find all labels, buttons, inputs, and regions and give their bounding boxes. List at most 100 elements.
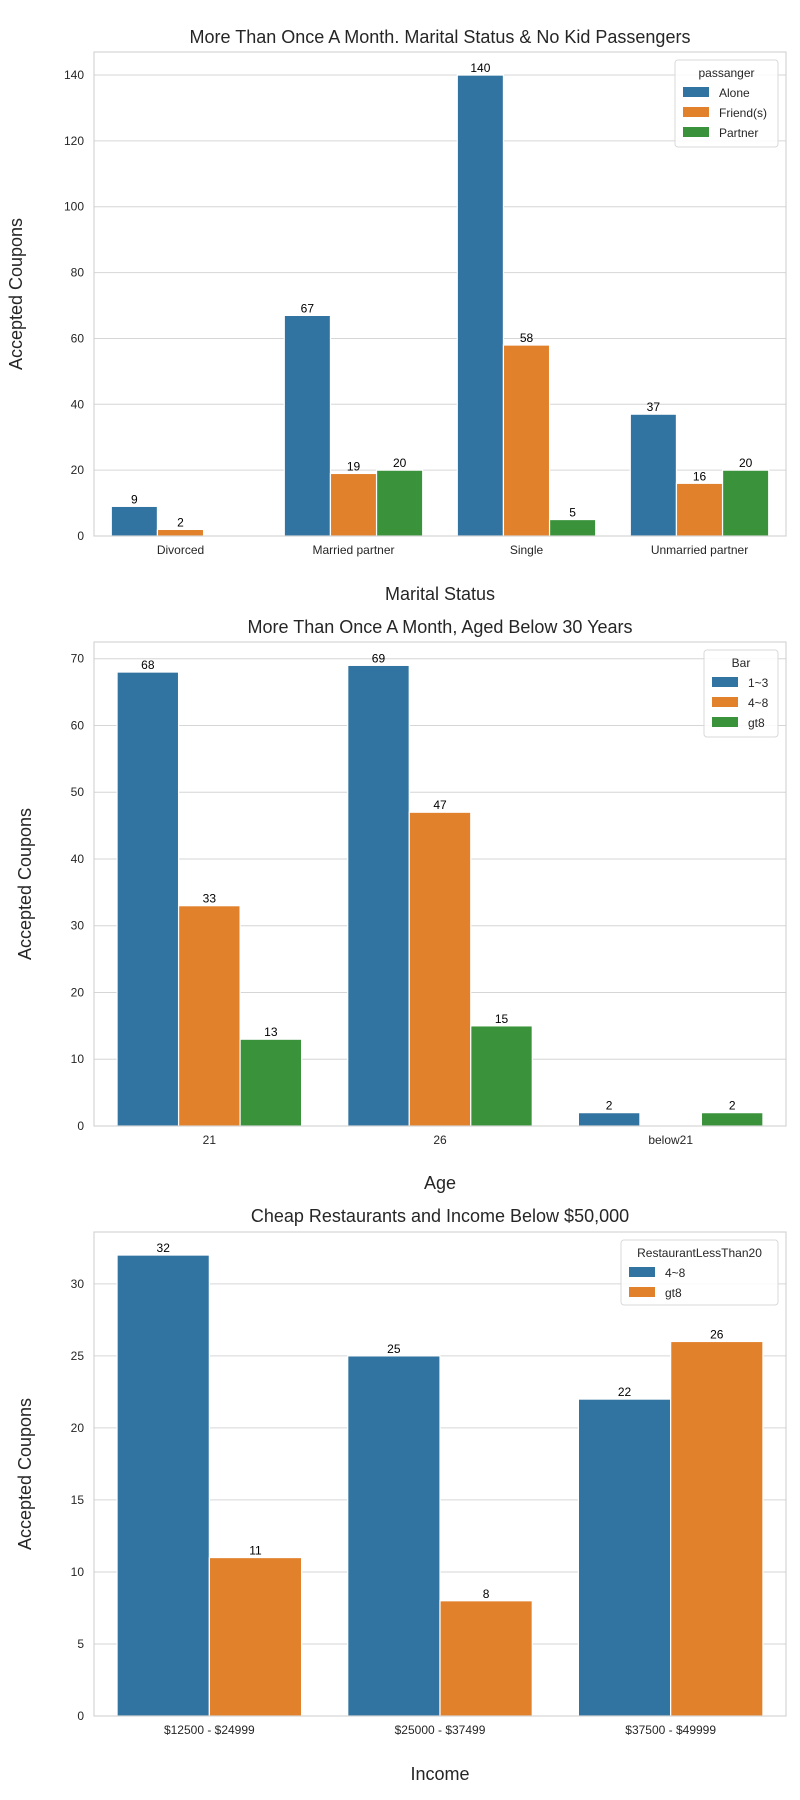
- legend-box: [620, 1239, 779, 1306]
- y-tick-label: 0: [77, 529, 84, 543]
- bar: [629, 413, 678, 537]
- data-label: 5: [569, 506, 576, 520]
- chart-title: More Than Once A Month, Aged Below 30 Ye…: [248, 617, 633, 637]
- data-label: 32: [157, 1241, 171, 1255]
- y-tick-label: 20: [71, 463, 85, 477]
- y-tick-label: 30: [71, 1277, 85, 1291]
- legend-label: Partner: [719, 126, 758, 140]
- chart-3: 0 5 10 15 20 25 30 32 11 $12500 - $24999 25 8 $25000…: [15, 1206, 787, 1784]
- bar: [156, 528, 205, 537]
- bar: [347, 1355, 441, 1717]
- data-label: 20: [739, 456, 753, 470]
- y-tick-label: 40: [71, 397, 85, 411]
- data-label: 22: [618, 1385, 632, 1399]
- bar: [456, 74, 505, 537]
- x-axis-label: Age: [424, 1173, 456, 1193]
- legend-swatch: [629, 1287, 655, 1297]
- legend: passanger Alone Friend(s) Partner: [674, 59, 779, 148]
- x-axis-label: Marital Status: [385, 584, 495, 604]
- legend-title: Bar: [732, 656, 751, 670]
- bar: [439, 1600, 533, 1717]
- bar: [408, 811, 472, 1127]
- data-label: 9: [131, 492, 138, 506]
- bar: [177, 905, 241, 1127]
- x-tick-label: $37500 - $49999: [625, 1723, 716, 1737]
- data-label: 140: [470, 61, 490, 75]
- data-label: 67: [301, 301, 315, 315]
- y-tick-label: 80: [71, 266, 85, 280]
- bar: [577, 1112, 641, 1127]
- bar: [116, 1254, 210, 1717]
- legend-label: gt8: [665, 1286, 682, 1300]
- x-tick-label: Unmarried partner: [651, 543, 748, 557]
- bar: [208, 1556, 303, 1717]
- legend: RestaurantLessThan20 4~8 gt8: [620, 1239, 779, 1306]
- legend-label: Alone: [719, 86, 750, 100]
- data-label: 2: [729, 1099, 736, 1113]
- legend-box: [703, 649, 779, 738]
- chart-2: 0 10 20 30 40 50 60 70 68 33 13 21 69 47 15 26 2 2 below21…: [15, 617, 787, 1193]
- bar: [670, 1340, 764, 1717]
- legend-label: 4~8: [665, 1266, 686, 1280]
- bar: [700, 1112, 764, 1127]
- legend-swatch: [712, 677, 738, 687]
- legend-swatch: [683, 127, 709, 137]
- bar: [110, 505, 159, 537]
- y-tick-label: 50: [71, 785, 85, 799]
- plot-frame: [93, 51, 787, 537]
- bar: [675, 482, 724, 537]
- data-label: 26: [710, 1327, 724, 1341]
- legend-swatch: [629, 1267, 655, 1277]
- legend-swatch: [712, 717, 738, 727]
- plot-frame: [93, 1231, 787, 1717]
- data-label: 68: [141, 658, 155, 672]
- y-tick-label: 0: [77, 1709, 84, 1723]
- y-tick-label: 100: [64, 200, 84, 214]
- y-tick-label: 10: [71, 1052, 85, 1066]
- legend-label: gt8: [748, 716, 765, 730]
- y-tick-label: 40: [71, 852, 85, 866]
- y-tick-label: 5: [77, 1637, 84, 1651]
- data-label: 47: [433, 798, 447, 812]
- y-tick-label: 70: [71, 652, 85, 666]
- y-tick-label: 30: [71, 919, 85, 933]
- chart-title: More Than Once A Month. Marital Status &…: [190, 27, 691, 47]
- y-tick-label: 20: [71, 985, 85, 999]
- legend-box: [674, 59, 779, 148]
- bar: [283, 314, 332, 537]
- x-tick-label: 21: [203, 1133, 217, 1147]
- legend-label: Friend(s): [719, 106, 767, 120]
- data-label: 25: [387, 1342, 401, 1356]
- data-label: 37: [647, 400, 661, 414]
- bar: [116, 671, 180, 1127]
- bar: [502, 344, 551, 537]
- legend-swatch: [712, 697, 738, 707]
- bar: [347, 664, 410, 1127]
- y-tick-label: 10: [71, 1565, 85, 1579]
- y-tick-label: 60: [71, 718, 85, 732]
- x-tick-label: $25000 - $37499: [395, 1723, 486, 1737]
- data-label: 8: [483, 1587, 490, 1601]
- y-axis-label: Accepted Coupons: [6, 218, 26, 370]
- bar: [577, 1398, 672, 1717]
- y-tick-label: 15: [71, 1493, 85, 1507]
- legend-title: RestaurantLessThan20: [637, 1246, 762, 1260]
- legend-title: passanger: [698, 66, 754, 80]
- y-tick-label: 0: [77, 1119, 84, 1133]
- x-tick-label: Married partner: [312, 543, 394, 557]
- bar: [548, 518, 597, 537]
- data-label: 33: [203, 892, 217, 906]
- plot-frame: [93, 641, 787, 1127]
- data-label: 2: [606, 1099, 613, 1113]
- bar: [239, 1038, 303, 1127]
- data-label: 58: [520, 331, 534, 345]
- x-tick-label: Divorced: [157, 543, 204, 557]
- bar: [470, 1025, 533, 1127]
- chart-1: 0 20 40 60 80 100 120 140 9 2 Divorced 67 19 20 Marrie…: [6, 27, 787, 604]
- legend: Bar 1~3 4~8 gt8: [703, 649, 779, 738]
- x-tick-label: 26: [433, 1133, 447, 1147]
- y-tick-label: 60: [71, 331, 85, 345]
- data-label: 11: [249, 1544, 262, 1558]
- data-label: 13: [264, 1025, 278, 1039]
